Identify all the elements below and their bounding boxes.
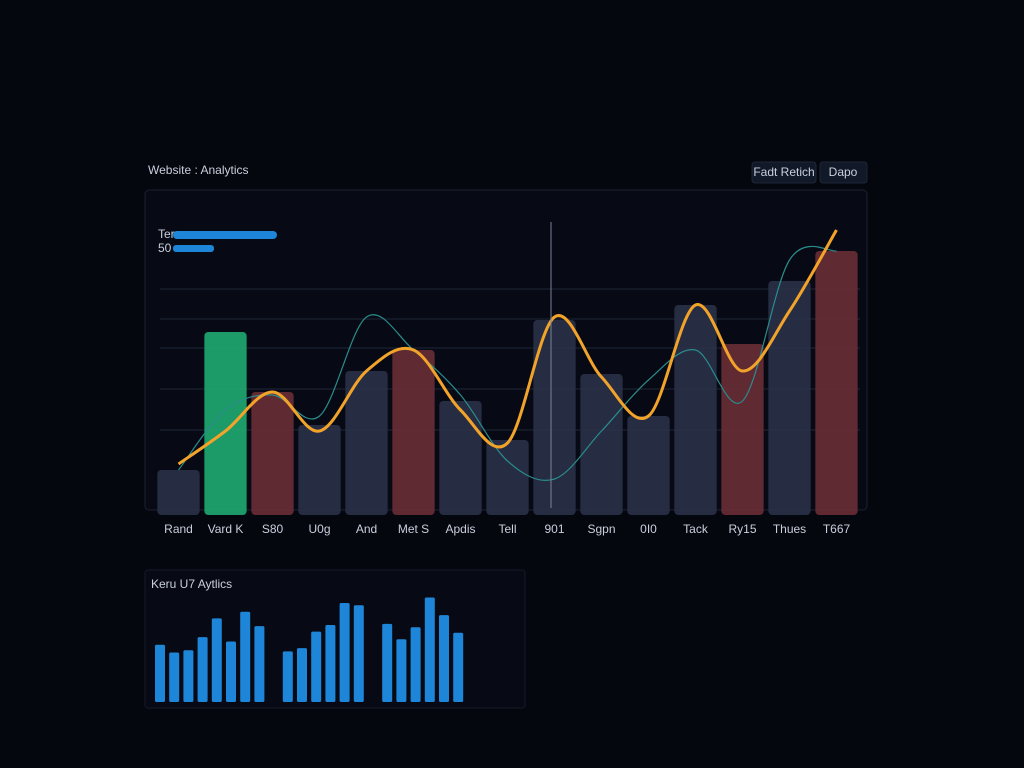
x-tick-label: 901 [544,522,564,536]
line [178,245,837,481]
bar [226,641,236,702]
bar [155,644,165,702]
legend-swatch [173,245,214,252]
bar [580,374,623,515]
bar [674,305,717,515]
x-tick-label: Vard K [208,522,244,536]
bar [453,632,464,702]
x-tick-label: And [356,522,377,536]
x-tick-label: S80 [262,522,284,536]
bar [297,648,307,702]
legend-swatch [173,231,277,239]
x-tick-label: T667 [823,522,851,536]
bar [768,281,811,515]
x-tick-label: Thues [773,522,806,536]
bar [439,401,482,515]
bar [396,639,407,702]
chart-title: Keru U7 Aytlics [151,577,232,591]
bar [815,251,858,515]
bar [410,627,421,702]
bar [311,631,322,702]
bar [325,625,336,702]
bar [392,350,435,515]
x-tick-label: 0I0 [640,522,657,536]
bar [424,597,435,702]
legend-label: 50 [158,241,172,255]
bar [486,440,529,515]
bar [169,652,180,702]
bar [439,615,449,702]
bar [353,605,364,702]
button-label[interactable]: Fadt Retich [753,165,814,179]
x-tick-label: U0g [308,522,330,536]
bar [282,651,293,702]
x-tick-label: Met S [398,522,429,536]
small-chart [155,597,464,702]
bar [339,603,350,702]
bar [204,332,247,515]
x-tick-label: Tell [498,522,516,536]
bar [251,392,294,515]
x-tick-label: Sgpn [587,522,615,536]
bar [183,650,194,702]
bar [157,470,200,515]
line [177,229,838,466]
bar [533,320,576,515]
bar [345,371,388,515]
x-tick-label: Ry15 [728,522,756,536]
button[interactable] [751,161,817,184]
bar [721,344,764,515]
dropdown-label[interactable]: Dapo [829,165,858,179]
bar [211,618,222,702]
dropdown[interactable] [819,161,868,184]
legend-label: Ter [158,227,175,241]
bar [382,623,393,702]
bar [627,416,670,515]
bar [240,611,251,702]
bar [254,626,265,702]
x-tick-label: Apdis [445,522,475,536]
x-tick-label: Tack [683,522,709,536]
page-title: Website : Analytics [148,163,249,177]
x-tick-label: Rand [164,522,193,536]
bar [197,637,208,702]
main-chart: Rand Vard K S80 U0g And Met S Apdis Tell 901 Sgpn… [157,229,858,536]
bar [298,425,341,515]
